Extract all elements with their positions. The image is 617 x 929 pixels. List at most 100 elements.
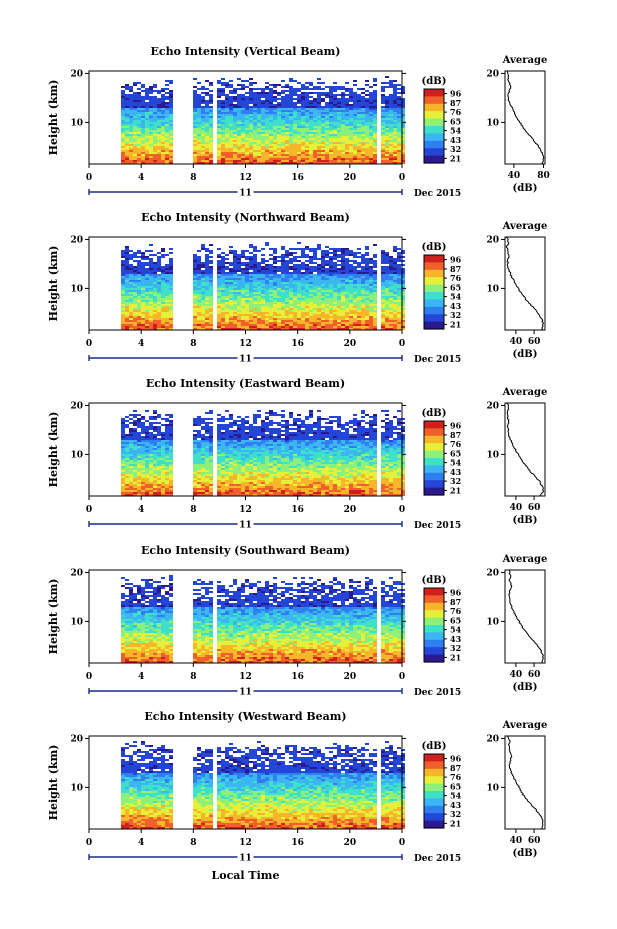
heatmap-cell [397, 116, 401, 118]
heatmap-cell [325, 148, 329, 150]
heatmap-cell [249, 302, 253, 304]
heatmap-cell [241, 318, 245, 320]
heatmap-cell [145, 150, 149, 152]
heatmap-cell [341, 112, 345, 114]
heatmap-cell [165, 98, 169, 100]
heatmap-cell [241, 80, 245, 82]
heatmap-cell [337, 306, 341, 308]
heatmap-cell [333, 326, 337, 328]
heatmap-cell [169, 270, 173, 272]
heatmap-cell [305, 320, 309, 322]
heatmap-cell [269, 318, 273, 320]
heatmap-cell [197, 292, 201, 294]
heatmap-cell [321, 146, 325, 148]
heatmap-cell [129, 280, 133, 282]
heatmap-cell [129, 158, 133, 160]
colorbar-step [424, 140, 444, 144]
heatmap-cell [345, 82, 349, 84]
heatmap-cell [281, 148, 285, 150]
heatmap-cell [293, 306, 297, 308]
heatmap-cell [373, 328, 377, 330]
heatmap-cell [281, 160, 285, 162]
heatmap-cell [401, 264, 405, 266]
heatmap-cell [325, 294, 329, 296]
heatmap-cell [201, 264, 205, 266]
heatmap-cell [389, 80, 393, 82]
heatmap-cell [393, 316, 397, 318]
heatmap-cell [337, 100, 341, 102]
heatmap-cell [129, 100, 133, 102]
heatmap-cell [153, 264, 157, 266]
heatmap-cell [389, 124, 393, 126]
heatmap-cell [129, 300, 133, 302]
heatmap-cell [297, 306, 301, 308]
heatmap-cell [229, 104, 233, 106]
heatmap-cell [337, 134, 341, 136]
heatmap-cell [253, 108, 257, 110]
heatmap-cell [209, 320, 213, 322]
heatmap-cell [361, 96, 365, 98]
heatmap-cell [149, 100, 153, 102]
heatmap-cell [125, 152, 129, 154]
heatmap-cell [333, 318, 337, 320]
heatmap-cell [381, 142, 385, 144]
heatmap-cell [365, 126, 369, 128]
heatmap-cell [273, 328, 277, 330]
heatmap-cell [249, 88, 253, 90]
heatmap-cell [201, 308, 205, 310]
heatmap-cell [373, 292, 377, 294]
heatmap-cell [121, 320, 125, 322]
heatmap-cell [141, 290, 145, 292]
heatmap-cell [401, 278, 405, 280]
heatmap-cell [217, 120, 221, 122]
heatmap-cell [221, 142, 225, 144]
heatmap-cell [313, 306, 317, 308]
heatmap-cell [317, 134, 321, 136]
heatmap-cell [289, 292, 293, 294]
colorbar-step [424, 150, 444, 154]
heatmap-cell [281, 306, 285, 308]
heatmap-cell [357, 154, 361, 156]
heatmap-cell [353, 308, 357, 310]
heatmap-cell [129, 136, 133, 138]
heatmap-cell [169, 252, 173, 254]
heatmap-cell [341, 162, 345, 164]
heatmap-cell [153, 144, 157, 146]
heatmap-cell [249, 132, 253, 134]
heatmap-cell [285, 274, 289, 276]
heatmap-cell [141, 294, 145, 296]
heatmap-cell [333, 284, 337, 286]
heatmap-cell [169, 98, 173, 100]
heatmap-cell [373, 260, 377, 262]
heatmap-cell [165, 288, 169, 290]
heatmap-cell [129, 292, 133, 294]
heatmap-cell [161, 266, 165, 268]
heatmap-cell [197, 328, 201, 330]
heatmap-cell [273, 258, 277, 260]
heatmap-cell [225, 290, 229, 292]
heatmap-cell [233, 254, 237, 256]
heatmap-cell [145, 108, 149, 110]
heatmap-cell [201, 156, 205, 158]
heatmap-cell [393, 142, 397, 144]
heatmap-cell [221, 302, 225, 304]
heatmap-cell [389, 306, 393, 308]
heatmap-cell [169, 316, 173, 318]
heatmap-cell [289, 288, 293, 290]
heatmap-cell [301, 318, 305, 320]
heatmap-cell [273, 322, 277, 324]
heatmap-cell [301, 254, 305, 256]
heatmap-cell [249, 114, 253, 116]
heatmap-cell [157, 260, 161, 262]
heatmap-cell [385, 144, 389, 146]
heatmap-cell [305, 302, 309, 304]
heatmap-cell [313, 282, 317, 284]
heatmap-cell [153, 150, 157, 152]
heatmap-cell [133, 300, 137, 302]
heatmap-cell [225, 328, 229, 330]
heatmap-cell [121, 260, 125, 262]
heatmap-cell [297, 290, 301, 292]
heatmap-cell [201, 322, 205, 324]
heatmap-cell [281, 322, 285, 324]
heatmap-cell [141, 156, 145, 158]
